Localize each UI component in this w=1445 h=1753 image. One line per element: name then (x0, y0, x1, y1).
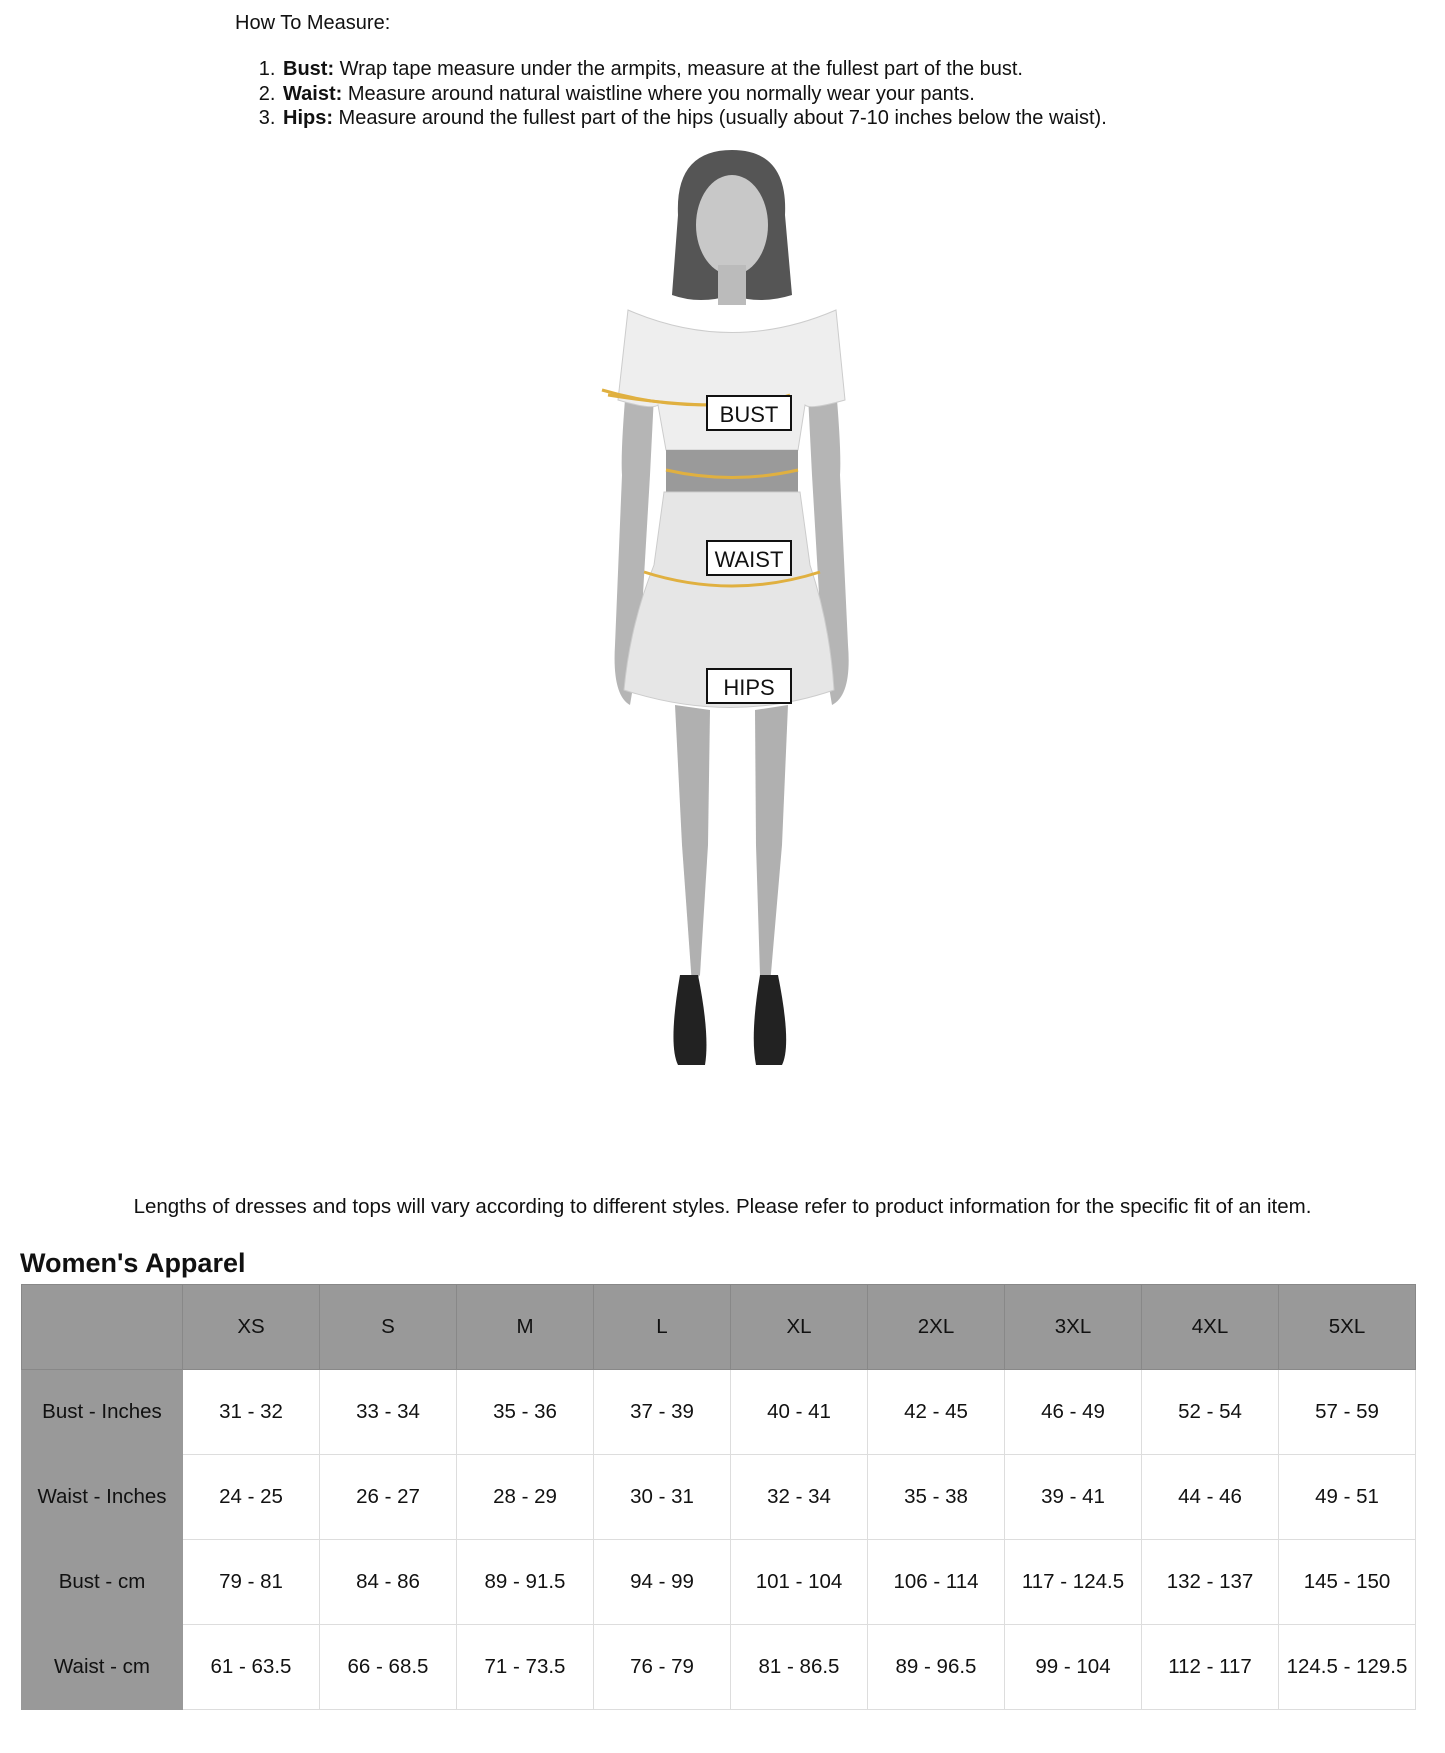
table-cell: 33 - 34 (319, 1369, 457, 1455)
table-cell: 49 - 51 (1278, 1454, 1416, 1540)
hips-tape-line (643, 570, 821, 588)
model-illustration (601, 150, 849, 1065)
row-label: Waist - cm (21, 1624, 183, 1710)
table-cell: 24 - 25 (182, 1454, 320, 1540)
size-chart-table: XS S M L XL 2XL 3XL 4XL 5XL Bust - Inches 31 - 32… (21, 1284, 1416, 1710)
table-row: Waist - cm 61 - 63.5 66 - 68.5 71 - 73.5 76 … (21, 1624, 1416, 1710)
table-cell: 76 - 79 (593, 1624, 731, 1710)
table-cell: 31 - 32 (182, 1369, 320, 1455)
table-cell: 61 - 63.5 (182, 1624, 320, 1710)
table-cell: 84 - 86 (319, 1539, 457, 1625)
how-to-measure-heading: How To Measure: (235, 12, 391, 34)
model-figure: BUST WAIST HIPS (560, 145, 900, 1195)
step-bust: Bust: Wrap tape measure under the armpit… (281, 57, 1107, 82)
table-cell: 145 - 150 (1278, 1539, 1416, 1625)
table-cell: 89 - 91.5 (456, 1539, 594, 1625)
measure-steps: Bust: Wrap tape measure under the armpit… (258, 57, 1107, 131)
table-cell: 71 - 73.5 (456, 1624, 594, 1710)
table-row: Waist - Inches 24 - 25 26 - 27 28 - 29 30 - … (21, 1454, 1416, 1540)
hips-tag: HIPS (706, 668, 792, 704)
step-hips: Hips: Measure around the fullest part of… (281, 106, 1107, 131)
size-header: XL (730, 1284, 868, 1370)
row-label: Waist - Inches (21, 1454, 183, 1540)
table-cell: 132 - 137 (1141, 1539, 1279, 1625)
size-header: 3XL (1004, 1284, 1142, 1370)
table-cell: 30 - 31 (593, 1454, 731, 1540)
header-row: XS S M L XL 2XL 3XL 4XL 5XL (21, 1284, 1416, 1370)
table-cell: 28 - 29 (456, 1454, 594, 1540)
table-cell: 44 - 46 (1141, 1454, 1279, 1540)
table-cell: 89 - 96.5 (867, 1624, 1005, 1710)
table-cell: 42 - 45 (867, 1369, 1005, 1455)
table-cell: 39 - 41 (1004, 1454, 1142, 1540)
row-label: Bust - Inches (21, 1369, 183, 1455)
table-cell: 112 - 117 (1141, 1624, 1279, 1710)
row-label: Bust - cm (21, 1539, 183, 1625)
table-cell: 79 - 81 (182, 1539, 320, 1625)
waist-tape-line (665, 468, 799, 479)
length-note: Lengths of dresses and tops will vary ac… (133, 1195, 1312, 1218)
table-cell: 66 - 68.5 (319, 1624, 457, 1710)
table-row: Bust - Inches 31 - 32 33 - 34 35 - 36 37 - 3… (21, 1369, 1416, 1455)
table-cell: 40 - 41 (730, 1369, 868, 1455)
size-header: 4XL (1141, 1284, 1279, 1370)
size-header: S (319, 1284, 457, 1370)
table-cell: 117 - 124.5 (1004, 1539, 1142, 1625)
table-title: Women's Apparel (20, 1248, 246, 1278)
table-cell: 35 - 38 (867, 1454, 1005, 1540)
bust-tag: BUST (706, 395, 792, 431)
table-cell: 106 - 114 (867, 1539, 1005, 1625)
table-cell: 94 - 99 (593, 1539, 731, 1625)
size-header: 2XL (867, 1284, 1005, 1370)
table-cell: 57 - 59 (1278, 1369, 1416, 1455)
size-header: 5XL (1278, 1284, 1416, 1370)
table-row: Bust - cm 79 - 81 84 - 86 89 - 91.5 94 - 99 1… (21, 1539, 1416, 1625)
table-cell: 81 - 86.5 (730, 1624, 868, 1710)
table-cell: 46 - 49 (1004, 1369, 1142, 1455)
table-cell: 37 - 39 (593, 1369, 731, 1455)
size-header: L (593, 1284, 731, 1370)
size-header: XS (182, 1284, 320, 1370)
size-header: M (456, 1284, 594, 1370)
step-waist: Waist: Measure around natural waistline … (281, 82, 1107, 107)
table-cell: 101 - 104 (730, 1539, 868, 1625)
table-cell: 124.5 - 129.5 (1278, 1624, 1416, 1710)
corner-cell (21, 1284, 183, 1370)
table-cell: 52 - 54 (1141, 1369, 1279, 1455)
table-cell: 26 - 27 (319, 1454, 457, 1540)
waist-tag: WAIST (706, 540, 792, 576)
table-cell: 35 - 36 (456, 1369, 594, 1455)
table-cell: 99 - 104 (1004, 1624, 1142, 1710)
table-cell: 32 - 34 (730, 1454, 868, 1540)
